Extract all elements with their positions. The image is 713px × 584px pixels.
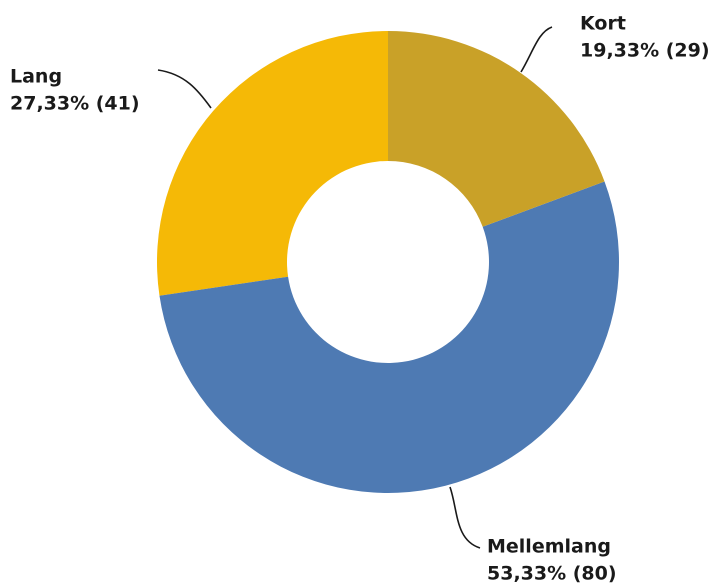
leader-line [449,486,481,549]
slice-name: Lang [10,66,62,88]
slice [159,181,619,493]
slice-label: 27,33% (41) [10,93,140,115]
leader-line [520,26,553,73]
slice-name: Mellemlang [487,536,611,558]
leader-line [157,69,212,109]
slice-label: 19,33% (29) [580,40,710,62]
slice [388,31,605,227]
slice-name: Kort [580,13,626,35]
slice-label: 53,33% (80) [487,563,617,584]
slice [156,31,388,296]
